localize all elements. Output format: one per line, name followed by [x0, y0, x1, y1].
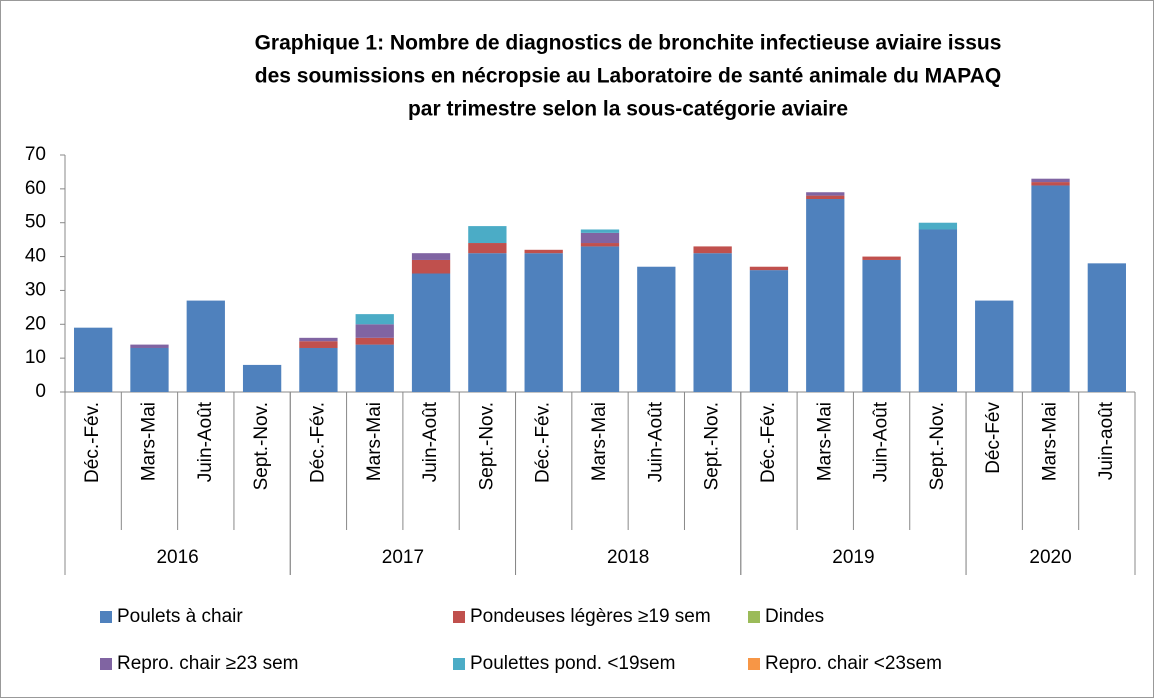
legend-label: Dindes [765, 606, 824, 627]
bar-segment [749, 266, 789, 271]
x-tick-label: Sept.-Nov. [702, 402, 723, 490]
bar-segment [524, 253, 563, 392]
y-tick-label: 0 [35, 381, 46, 402]
bar-segment [749, 270, 789, 392]
x-tick-label: Déc.-Fév. [533, 402, 554, 483]
bar-segment [1031, 178, 1070, 183]
bar-segment [1087, 263, 1126, 392]
bar-segment [468, 243, 507, 254]
bar-segment [1031, 182, 1070, 186]
y-tick-label: 70 [25, 144, 46, 165]
x-tick-label: Mars-Mai [364, 402, 385, 481]
bar-segment [918, 222, 958, 230]
y-tick-label: 30 [25, 279, 46, 300]
bar-segment [918, 229, 958, 392]
group-label: 2018 [607, 547, 649, 568]
chart-title: des soumissions en nécropsie au Laborato… [255, 65, 1001, 88]
bar-segment [862, 259, 901, 392]
bar-segment [242, 364, 282, 392]
legend-label: Pondeuses légères ≥19 sem [470, 606, 711, 627]
group-label: 2020 [1029, 547, 1071, 568]
legend-swatch [100, 611, 112, 623]
x-tick-label: Juin-Août [420, 401, 441, 482]
x-tick-label: Mars-Mai [814, 402, 835, 481]
bar-segment [130, 344, 169, 348]
legend-label: Repro. chair <23sem [765, 653, 942, 674]
bar-segment [1031, 185, 1070, 392]
x-tick-label: Juin-août [1096, 401, 1117, 480]
x-tick-label: Juin-Août [871, 401, 892, 482]
bar-segment [130, 347, 169, 392]
bar-segment [355, 344, 394, 392]
bar-segment [468, 226, 507, 244]
x-tick-label: Juin-Août [645, 401, 666, 482]
x-tick-label: Déc.-Fév. [758, 402, 779, 483]
bar-segment [411, 253, 451, 260]
bar-segment [186, 300, 225, 392]
bar-segment [299, 347, 338, 392]
legend-swatch [100, 658, 112, 670]
chart-title: Graphique 1: Nombre de diagnostics de br… [255, 32, 1002, 55]
x-tick-label: Mars-Mai [138, 402, 159, 481]
y-tick-label: 10 [25, 347, 46, 368]
group-label: 2017 [382, 547, 424, 568]
x-tick-label: Mars-Mai [1040, 402, 1061, 481]
y-tick-label: 40 [25, 246, 46, 267]
y-tick-label: 50 [25, 212, 46, 233]
bar-segment [580, 232, 620, 244]
legend-swatch [453, 611, 465, 623]
bar-segment [806, 199, 845, 392]
bar-segment [299, 337, 338, 342]
bar-segment [468, 253, 507, 392]
bar-segment [806, 192, 845, 196]
legend-label: Poulets à chair [117, 606, 243, 627]
bar-segment [693, 246, 732, 254]
bar-segment [355, 314, 394, 325]
group-label: 2016 [156, 547, 198, 568]
x-tick-label: Déc.-Fév. [307, 402, 328, 483]
bar-segment [355, 337, 394, 345]
legend-swatch [748, 658, 760, 670]
x-tick-label: Sept.-Nov. [927, 402, 948, 490]
legend-label: Repro. chair ≥23 sem [117, 653, 299, 674]
x-tick-label: Déc.-Fév. [82, 402, 103, 483]
bar-segment [524, 249, 563, 254]
bar-segment [74, 327, 113, 392]
bar-segment [975, 300, 1014, 392]
bar-segment [862, 256, 901, 260]
bar-segment [355, 324, 394, 338]
x-tick-label: Juin-Août [195, 401, 216, 482]
x-tick-label: Déc-Fév [983, 402, 1004, 474]
bar-segment [693, 253, 732, 392]
y-tick-label: 60 [25, 178, 46, 199]
legend-swatch [748, 611, 760, 623]
x-tick-label: Sept.-Nov. [251, 402, 272, 490]
group-label: 2019 [832, 547, 874, 568]
x-tick-label: Sept.-Nov. [476, 402, 497, 490]
legend-swatch [453, 658, 465, 670]
y-tick-label: 20 [25, 313, 46, 334]
bar-segment [580, 246, 620, 392]
bar-segment [580, 243, 620, 247]
bar-segment [299, 341, 338, 348]
x-tick-label: Mars-Mai [589, 402, 610, 481]
chart-title: par trimestre selon la sous-catégorie av… [408, 98, 848, 121]
bar-segment [806, 195, 845, 200]
bar-segment [411, 259, 451, 274]
bar-segment [637, 266, 676, 392]
bar-segment [580, 229, 620, 233]
legend-label: Poulettes pond. <19sem [470, 653, 675, 674]
bar-segment [411, 273, 451, 392]
